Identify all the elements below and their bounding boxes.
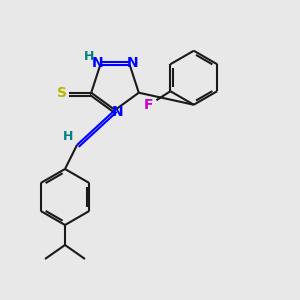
Text: S: S bbox=[57, 86, 67, 100]
Text: H: H bbox=[84, 50, 94, 63]
Text: N: N bbox=[112, 105, 124, 119]
Text: N: N bbox=[127, 56, 139, 70]
Text: H: H bbox=[63, 130, 73, 142]
Text: F: F bbox=[144, 98, 153, 112]
Text: N: N bbox=[92, 56, 103, 70]
